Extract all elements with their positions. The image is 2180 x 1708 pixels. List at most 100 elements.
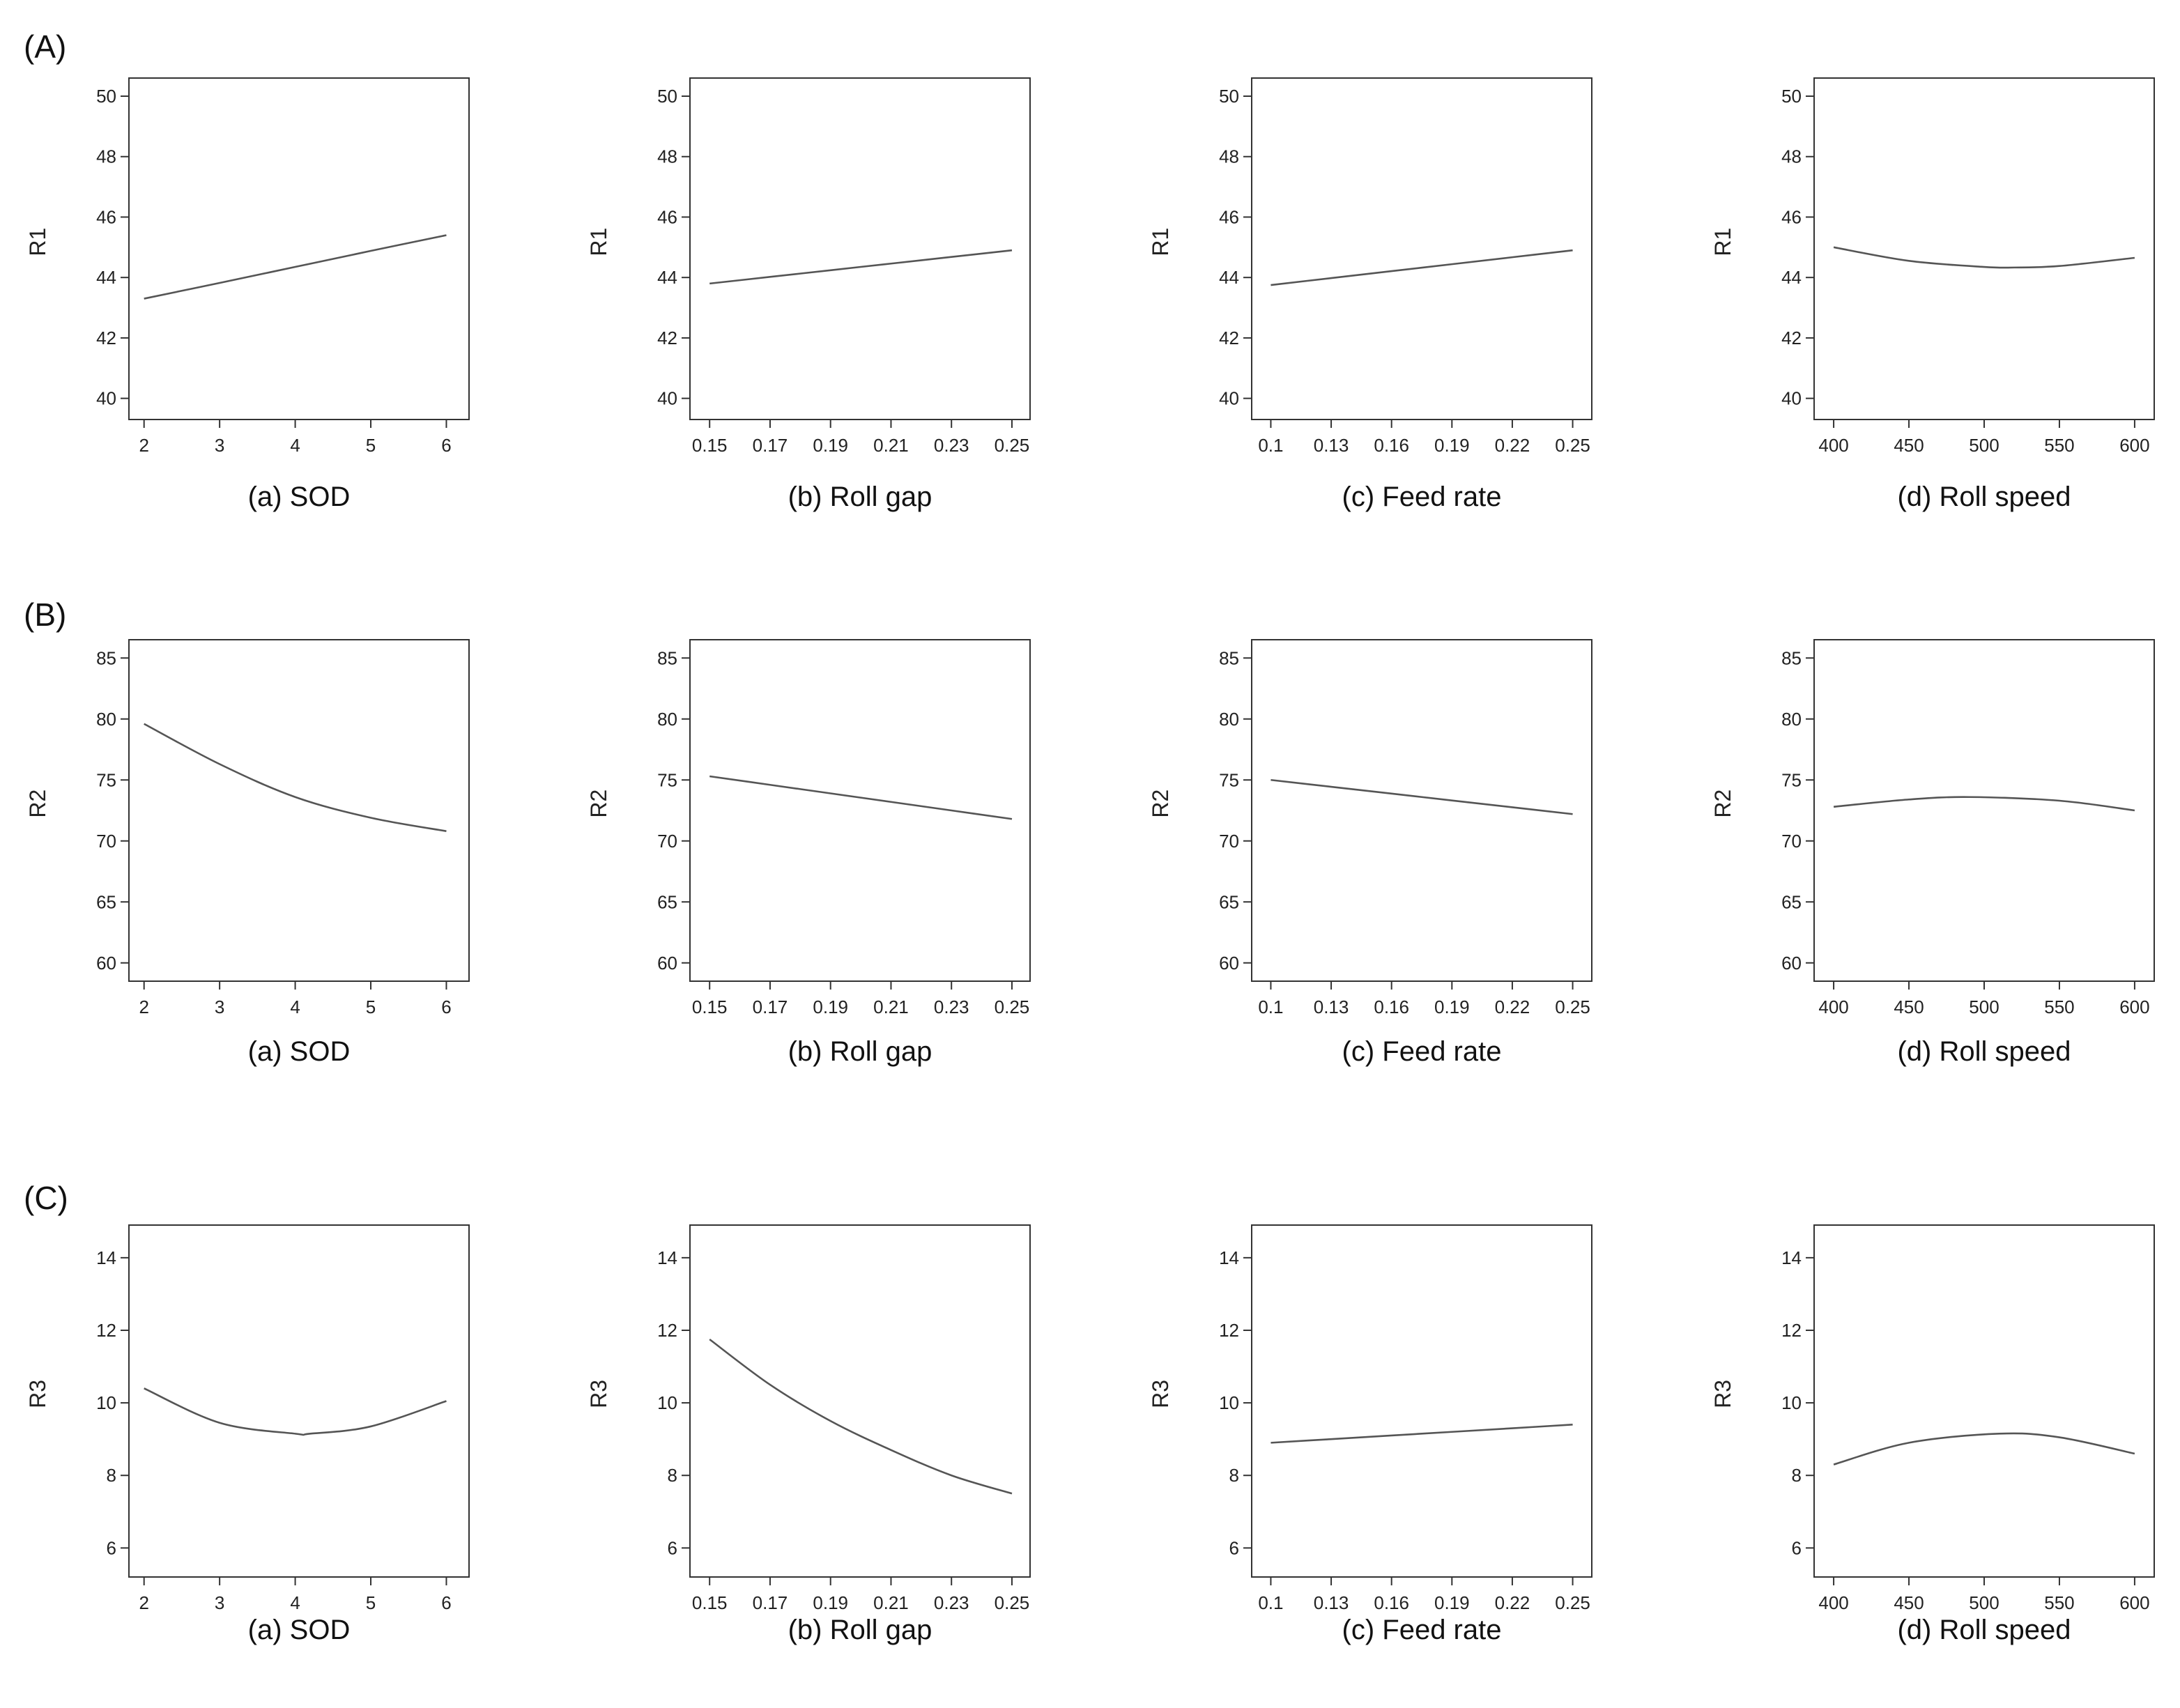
chart-1-xlabel: (b) Roll gap — [788, 482, 932, 512]
chart-9-xtick-label: 0.25 — [995, 1592, 1030, 1613]
chart-9-ytick-label: 8 — [668, 1465, 677, 1486]
chart-6-ylabel: R2 — [1148, 790, 1173, 818]
chart-11-frame — [1813, 1224, 2155, 1578]
chart-8-ylabel: R3 — [25, 1380, 50, 1408]
chart-8-xtick-label: 5 — [366, 1592, 376, 1613]
chart-1-ytick-label: 50 — [657, 86, 677, 107]
chart-7-xtick-label: 550 — [2044, 997, 2074, 1017]
chart-1-series-line — [709, 249, 1013, 285]
chart-2-xtick-label: 0.19 — [1434, 435, 1470, 456]
chart-2-xtick-label: 0.1 — [1258, 435, 1283, 456]
chart-2-xtick-label: 0.25 — [1555, 435, 1590, 456]
chart-11-xtick-label: 500 — [1969, 1592, 1999, 1613]
chart-10-ytick-label: 6 — [1229, 1537, 1239, 1558]
chart-5-ylabel: R2 — [586, 790, 611, 818]
chart-3-ylabel: R1 — [1710, 228, 1735, 256]
chart-6-xtick-label: 0.25 — [1555, 997, 1590, 1017]
chart-11-ytick-label: 12 — [1781, 1320, 1802, 1341]
chart-8-frame — [128, 1224, 470, 1578]
chart-10-xtick-label: 0.25 — [1555, 1592, 1590, 1613]
chart-9-ytick-label: 14 — [657, 1247, 677, 1268]
chart-9-ytick-label: 6 — [668, 1537, 677, 1558]
chart-0-ytick-label: 44 — [96, 267, 116, 288]
chart-5-ytick-label: 65 — [657, 891, 677, 912]
chart-4-xtick-label: 2 — [139, 997, 148, 1017]
chart-4-frame — [128, 639, 470, 982]
chart-9-xtick-label: 0.23 — [934, 1592, 969, 1613]
chart-11-ylabel: R3 — [1710, 1380, 1735, 1408]
chart-9-xtick-label: 0.19 — [813, 1592, 848, 1613]
chart-6-series-line — [1271, 778, 1573, 815]
chart-3-ytick-label: 42 — [1781, 328, 1802, 348]
chart-3-xtick-label: 450 — [1894, 435, 1924, 456]
chart-4-xtick-label: 3 — [215, 997, 224, 1017]
chart-0-xtick-label: 5 — [366, 435, 376, 456]
chart-9-ytick-label: 10 — [657, 1392, 677, 1413]
chart-7-xtick-label: 400 — [1818, 997, 1848, 1017]
chart-9-xtick-label: 0.21 — [873, 1592, 909, 1613]
chart-1-xtick-label: 0.15 — [692, 435, 728, 456]
chart-3-xlabel: (d) Roll speed — [1897, 482, 2071, 512]
chart-0-ytick-label: 40 — [96, 388, 116, 409]
chart-0-ytick-label: 48 — [96, 146, 116, 167]
chart-7-series-line — [1833, 796, 2135, 812]
chart-11-ytick-label: 14 — [1781, 1247, 1802, 1268]
chart-0-ylabel: R1 — [25, 228, 50, 256]
chart-0-frame — [128, 77, 470, 420]
chart-1-ytick-label: 48 — [657, 146, 677, 167]
chart-6-xtick-label: 0.16 — [1374, 997, 1409, 1017]
chart-4-ytick-label: 70 — [96, 831, 116, 852]
chart-9-ylabel: R3 — [586, 1380, 611, 1408]
row-label-c: (C) — [24, 1180, 68, 1216]
chart-2-ytick-label: 50 — [1219, 86, 1239, 107]
chart-0-ytick-label: 50 — [96, 86, 116, 107]
chart-4-ytick-label: 60 — [96, 953, 116, 974]
chart-11-xtick-label: 400 — [1818, 1592, 1848, 1613]
chart-10-xlabel: (c) Feed rate — [1342, 1615, 1502, 1645]
chart-5-ytick-label: 60 — [657, 953, 677, 974]
chart-10-ytick-label: 12 — [1219, 1320, 1239, 1341]
chart-10-xtick-label: 0.16 — [1374, 1592, 1409, 1613]
chart-8-xtick-label: 2 — [139, 1592, 148, 1613]
chart-2-ylabel: R1 — [1148, 228, 1173, 256]
chart-5-xtick-label: 0.19 — [813, 997, 848, 1017]
chart-2-xtick-label: 0.13 — [1314, 435, 1349, 456]
chart-7-xlabel: (d) Roll speed — [1897, 1036, 2071, 1067]
chart-6-ytick-label: 60 — [1219, 953, 1239, 974]
chart-5-ytick-label: 80 — [657, 709, 677, 730]
chart-0-series-line — [144, 234, 447, 300]
chart-0-ytick-label: 42 — [96, 328, 116, 348]
chart-2-xtick-label: 0.16 — [1374, 435, 1409, 456]
chart-8-ytick-label: 14 — [96, 1247, 116, 1268]
chart-2-ytick-label: 40 — [1219, 388, 1239, 409]
chart-2-xtick-label: 0.22 — [1495, 435, 1530, 456]
chart-5-ytick-label: 85 — [657, 647, 677, 668]
chart-1-ytick-label: 42 — [657, 328, 677, 348]
chart-4-ylabel: R2 — [25, 790, 50, 818]
chart-0-xlabel: (a) SOD — [248, 482, 351, 512]
chart-6-ytick-label: 80 — [1219, 709, 1239, 730]
chart-0-xtick-label: 6 — [441, 435, 451, 456]
chart-5-frame — [689, 639, 1031, 982]
chart-8-ytick-label: 10 — [96, 1392, 116, 1413]
chart-3-series-line — [1833, 246, 2135, 269]
chart-7-ytick-label: 75 — [1781, 769, 1802, 790]
chart-10-xtick-label: 0.1 — [1258, 1592, 1283, 1613]
chart-2-ytick-label: 46 — [1219, 206, 1239, 227]
chart-11-xtick-label: 600 — [2119, 1592, 2149, 1613]
chart-4-ytick-label: 85 — [96, 647, 116, 668]
row-label-b: (B) — [24, 597, 67, 633]
chart-7-ytick-label: 65 — [1781, 891, 1802, 912]
chart-5-series-line — [709, 775, 1013, 820]
chart-5-xlabel: (b) Roll gap — [788, 1036, 932, 1067]
chart-1-ytick-label: 44 — [657, 267, 677, 288]
chart-6-xtick-label: 0.1 — [1258, 997, 1283, 1017]
chart-1-xtick-label: 0.21 — [873, 435, 909, 456]
chart-8-series-line — [144, 1387, 447, 1436]
chart-7-xtick-label: 500 — [1969, 997, 1999, 1017]
chart-3-ytick-label: 44 — [1781, 267, 1802, 288]
chart-7-ylabel: R2 — [1710, 790, 1735, 818]
chart-11-ytick-label: 10 — [1781, 1392, 1802, 1413]
chart-2-series-line — [1271, 249, 1573, 286]
chart-0-xtick-label: 4 — [290, 435, 300, 456]
